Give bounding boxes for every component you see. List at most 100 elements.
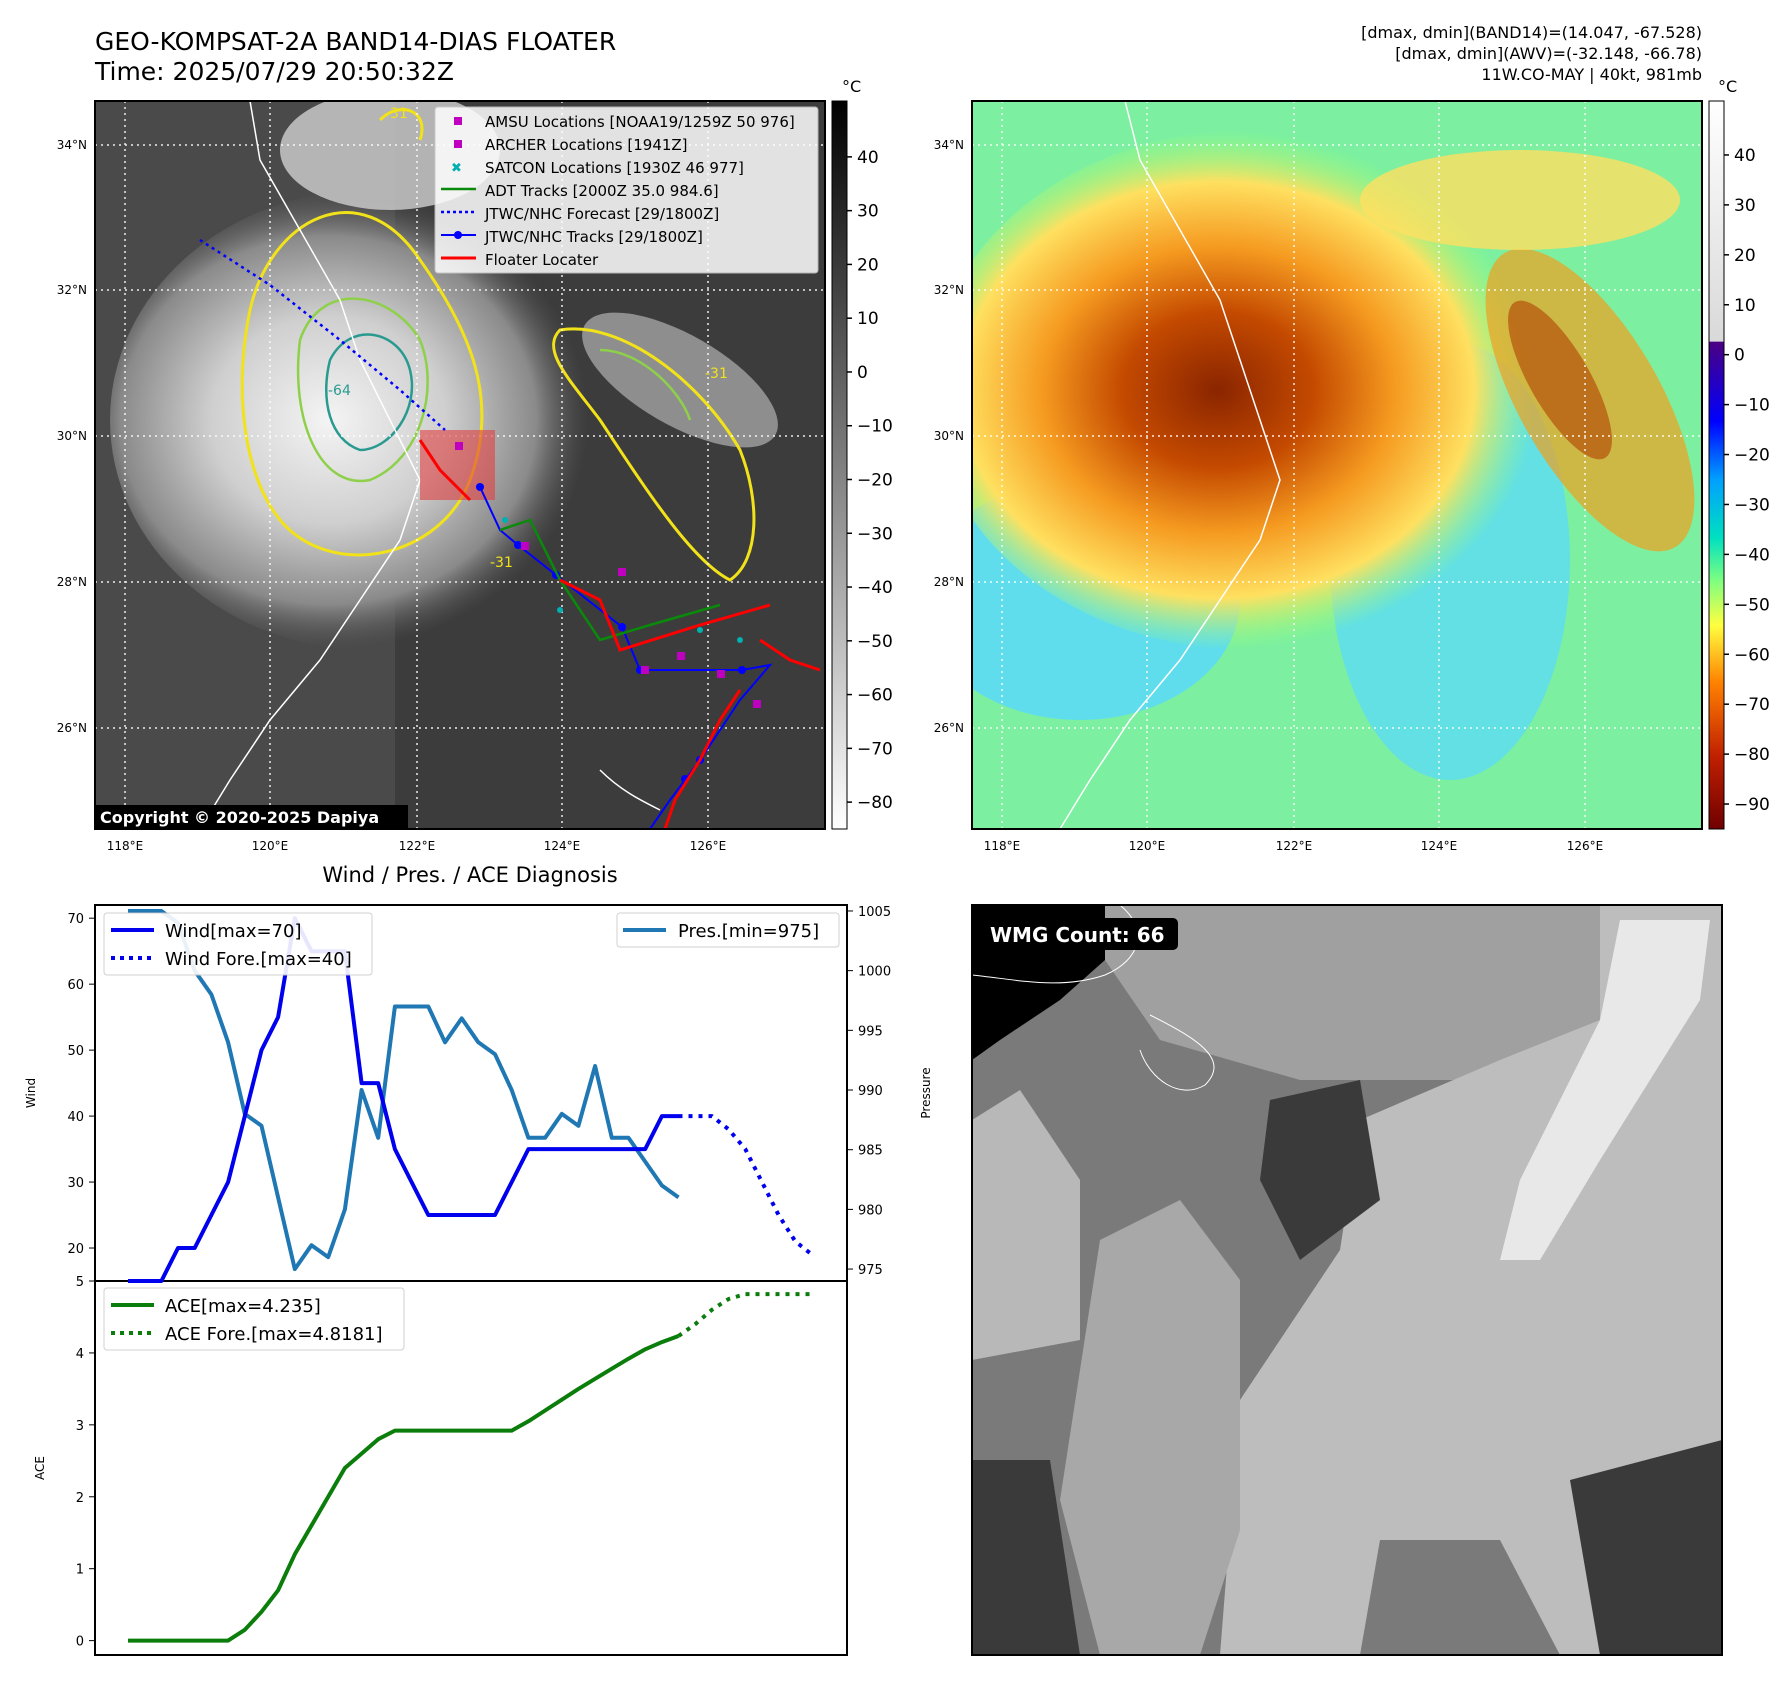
lon-label: 126°E	[1567, 839, 1604, 853]
colorbar-tick-label: −40	[1734, 545, 1770, 565]
colorbar-tick-label: −60	[1734, 645, 1770, 665]
lat-label: 32°N	[57, 283, 87, 297]
archer-marker-icon	[454, 140, 462, 148]
pressure-tick-label: 980	[858, 1203, 883, 1218]
wind-tick-label: 40	[67, 1110, 84, 1125]
legend-wind: Wind[max=70]	[165, 921, 302, 942]
pressure-axis-label: Pressure	[919, 1067, 933, 1118]
colorbar-tick-label: 10	[1734, 296, 1756, 316]
colorbar-tick-label: −20	[1734, 446, 1770, 466]
pressure-tick-label: 1000	[858, 965, 891, 980]
figure-title: GEO-KOMPSAT-2A BAND14-DIAS FLOATER	[95, 27, 616, 56]
colorbar-tick-label: −70	[1734, 695, 1770, 715]
ir-colorbar-unit: °C	[842, 77, 861, 96]
lat-label: 30°N	[57, 429, 87, 443]
ace-legend: ACE[max=4.235] ACE Fore.[max=4.8181]	[103, 1287, 405, 1351]
contour-label: -31	[705, 366, 728, 382]
colorbar-tick-label: −40	[857, 578, 893, 598]
satcon-marker-icon: ✖	[451, 161, 462, 176]
amsu-marker-icon	[454, 117, 462, 125]
colorbar-tick-label: −50	[857, 632, 893, 652]
wmg-panel: WMG Count: 66	[971, 904, 1723, 1656]
wv-map-panel: 34°N 32°N 30°N 28°N 26°N 118°E 120°E 122…	[934, 77, 1770, 853]
lat-label: 28°N	[57, 575, 87, 589]
colorbar-tick-label: 10	[857, 309, 879, 329]
contour-label: -64	[328, 383, 351, 399]
colorbar-tick-label: −10	[1734, 396, 1770, 416]
legend-satcon: SATCON Locations [1930Z 46 977]	[485, 159, 744, 177]
figure-time: Time: 2025/07/29 20:50:32Z	[94, 57, 454, 86]
pressure-legend: Pres.[min=975]	[616, 912, 840, 948]
colorbar-tick-label: −20	[857, 471, 893, 491]
lat-label: 28°N	[934, 575, 964, 589]
ace-axis-label: ACE	[33, 1456, 47, 1480]
colorbar-tick-label: 40	[1734, 146, 1756, 166]
lat-label: 32°N	[934, 283, 964, 297]
colorbar-tick-label: −10	[857, 417, 893, 437]
wind-legend: Wind[max=70] Wind Fore.[max=40]	[103, 912, 373, 976]
ace-tick-label: 3	[76, 1419, 84, 1434]
legend-wind-forecast: Wind Fore.[max=40]	[165, 949, 352, 970]
colorbar-tick-label: 0	[857, 363, 868, 383]
ir-map-legend: ✖ AMSU Locations [NOAA19/1259Z 50 976] A…	[434, 106, 819, 274]
colorbar-tick-label: −70	[857, 739, 893, 759]
colorbar-tick-label: −90	[1734, 795, 1770, 815]
legend-ace-forecast: ACE Fore.[max=4.8181]	[165, 1324, 383, 1345]
copyright: Copyright © 2020-2025 Dapiya	[100, 808, 379, 827]
colorbar-tick-label: 20	[857, 255, 879, 275]
legend-tracks: JTWC/NHC Tracks [29/1800Z]	[484, 228, 703, 246]
lat-label: 26°N	[57, 721, 87, 735]
wv-colorbar-unit: °C	[1718, 77, 1737, 96]
ace-tick-label: 5	[76, 1275, 84, 1290]
wind-series-line	[128, 916, 679, 1283]
lon-label: 122°E	[399, 839, 436, 853]
ir-colorbar	[831, 100, 848, 830]
colorbar-tick-label: 30	[857, 202, 879, 222]
pressure-tick-label: 985	[858, 1144, 883, 1159]
colorbar-tick-label: −60	[857, 686, 893, 706]
wind-tick-label: 60	[67, 978, 84, 993]
ace-tick-label: 4	[76, 1347, 84, 1362]
lon-label: 122°E	[1276, 839, 1313, 853]
legend-amsu: AMSU Locations [NOAA19/1259Z 50 976]	[485, 113, 795, 131]
lat-label: 26°N	[934, 721, 964, 735]
wv-colorbar	[1708, 100, 1725, 830]
legend-locater: Floater Locater	[485, 251, 599, 269]
info-band14: [dmax, dmin](BAND14)=(14.047, -67.528)	[1361, 23, 1702, 42]
ace-series-line	[128, 1334, 680, 1643]
colorbar-tick-label: 20	[1734, 246, 1756, 266]
wind-tick-label: 30	[67, 1176, 84, 1191]
info-storm: 11W.CO-MAY | 40kt, 981mb	[1481, 65, 1702, 84]
wind-tick-label: 70	[67, 912, 84, 927]
wind-forecast-series-line	[678, 1114, 814, 1257]
legend-archer: ARCHER Locations [1941Z]	[485, 136, 688, 154]
lat-label: 30°N	[934, 429, 964, 443]
lon-label: 120°E	[1129, 839, 1166, 853]
legend-adt: ADT Tracks [2000Z 35.0 984.6]	[485, 182, 719, 200]
contour-label: -31	[385, 106, 408, 122]
info-awv: [dmax, dmin](AWV)=(-32.148, -66.78)	[1395, 44, 1702, 63]
lon-label: 124°E	[544, 839, 581, 853]
wind-tick-label: 50	[67, 1044, 84, 1059]
wind-tick-label: 20	[67, 1242, 84, 1257]
colorbar-tick-label: 40	[857, 148, 879, 168]
ir-map-panel: -31 -31 -31 -64 ✖ AMSU Locations [NOAA19…	[57, 77, 893, 853]
lon-label: 126°E	[690, 839, 727, 853]
colorbar-tick-label: −30	[1734, 495, 1770, 515]
colorbar-tick-label: 30	[1734, 196, 1756, 216]
wmg-count: WMG Count: 66	[990, 923, 1165, 947]
lon-label: 124°E	[1421, 839, 1458, 853]
ace-tick-label: 1	[76, 1563, 84, 1578]
pressure-tick-label: 995	[858, 1024, 883, 1039]
colorbar-tick-label: −50	[1734, 595, 1770, 615]
ace-tick-label: 2	[76, 1491, 84, 1506]
wind-axis-label: Wind	[24, 1078, 38, 1108]
diagnosis-title: Wind / Pres. / ACE Diagnosis	[322, 863, 617, 887]
pressure-tick-label: 975	[858, 1263, 883, 1278]
ace-tick-label: 0	[76, 1635, 84, 1650]
legend-ace: ACE[max=4.235]	[165, 1296, 321, 1317]
lat-label: 34°N	[57, 138, 87, 152]
colorbar-tick-label: −80	[857, 793, 893, 813]
